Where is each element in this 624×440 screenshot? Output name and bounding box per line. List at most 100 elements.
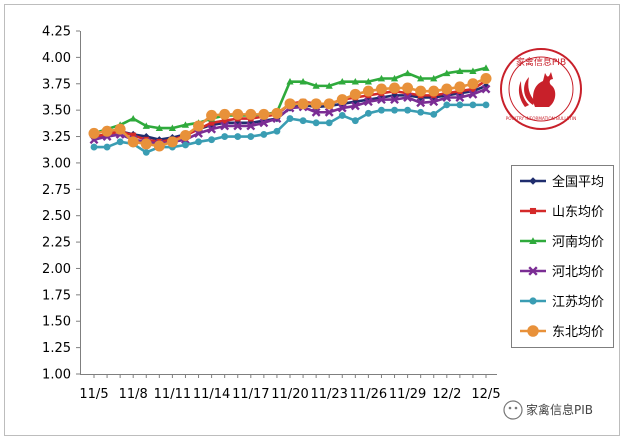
- data-point: [207, 124, 217, 134]
- data-point: [155, 124, 163, 131]
- data-point: [338, 78, 346, 85]
- data-point: [220, 121, 230, 131]
- data-point: [232, 108, 244, 120]
- data-point: [286, 78, 294, 85]
- legend-item: 山东均价: [520, 205, 604, 220]
- legend-box: [511, 165, 614, 348]
- rooster-comb-icon: [543, 72, 553, 81]
- data-point: [529, 297, 537, 305]
- data-point: [323, 98, 335, 110]
- legend-label: 河南均价: [552, 234, 604, 250]
- data-point: [90, 143, 98, 151]
- data-point: [181, 121, 190, 128]
- data-point: [430, 110, 438, 118]
- data-point: [130, 132, 137, 139]
- x-tick-label: 12/2: [432, 387, 461, 402]
- data-point: [206, 109, 218, 121]
- y-axis-ticks: 1.00 1.25 1.50 1.75 2.00 2.25 2.50 2.75 3.00 3.25…: [42, 25, 80, 383]
- data-point: [442, 93, 452, 102]
- data-point: [260, 131, 268, 138]
- data-point: [528, 266, 538, 276]
- data-point: [468, 89, 478, 99]
- data-point: [362, 85, 374, 97]
- data-point: [221, 133, 229, 140]
- data-point: [529, 177, 537, 185]
- data-point: [142, 148, 150, 156]
- legend-item: 江苏均价: [520, 294, 604, 310]
- data-point: [273, 127, 281, 135]
- data-point: [377, 74, 386, 82]
- y-tick-label: 2.25: [42, 236, 71, 251]
- data-point: [480, 72, 492, 84]
- x-tick-label: 11/26: [350, 387, 387, 402]
- data-point: [454, 81, 466, 93]
- data-point: [428, 85, 440, 97]
- data-point: [338, 112, 346, 119]
- watermark: 家禽信息PIB: [503, 400, 593, 420]
- y-tick-label: 1.25: [42, 341, 71, 356]
- data-point: [389, 82, 401, 94]
- data-point: [179, 129, 191, 141]
- data-point: [455, 93, 465, 102]
- legend-label: 山东均价: [552, 205, 604, 220]
- data-point: [364, 78, 372, 85]
- data-point: [391, 106, 398, 114]
- x-tick-label: 11/11: [154, 387, 191, 402]
- data-point: [129, 114, 137, 122]
- chick-icon: [518, 81, 529, 107]
- data-point: [140, 138, 152, 150]
- data-point: [116, 138, 124, 146]
- data-point: [325, 119, 333, 127]
- data-point: [103, 143, 111, 151]
- y-tick-label: 1.75: [42, 288, 71, 303]
- y-tick-label: 3.25: [42, 130, 71, 145]
- data-point: [182, 141, 189, 149]
- data-point: [350, 101, 360, 111]
- y-tick-label: 4.00: [42, 51, 71, 66]
- data-point: [527, 325, 539, 337]
- data-point: [390, 95, 399, 105]
- data-point: [402, 82, 414, 94]
- wechat-icon: [503, 400, 523, 420]
- x-tick-label: 12/5: [471, 387, 500, 402]
- data-point: [375, 83, 387, 95]
- data-point: [142, 122, 150, 129]
- y-tick-label: 2.50: [42, 209, 71, 224]
- data-point: [404, 106, 412, 114]
- x-tick-label: 11/23: [310, 387, 347, 402]
- y-tick-label: 3.50: [42, 104, 71, 119]
- data-point: [529, 207, 537, 215]
- data-point: [363, 97, 373, 107]
- data-point: [234, 133, 242, 140]
- data-point: [324, 107, 334, 117]
- data-point: [337, 103, 347, 113]
- data-point: [271, 107, 283, 119]
- data-point: [416, 98, 426, 108]
- data-point: [456, 101, 464, 109]
- data-point: [481, 84, 491, 94]
- y-tick-label: 4.25: [42, 25, 71, 40]
- data-point: [351, 78, 359, 85]
- data-point: [404, 69, 412, 77]
- data-point: [364, 96, 372, 104]
- data-point: [258, 108, 270, 120]
- data-point: [390, 74, 399, 82]
- rooster-tail-icon: [524, 77, 535, 105]
- logo-subtitle: POULTRY INFORMATION BULLETIN: [506, 116, 577, 121]
- watermark-text: 家禽信息PIB: [526, 402, 593, 417]
- x-tick-label: 11/8: [119, 387, 148, 402]
- data-point: [417, 74, 425, 82]
- data-point: [364, 109, 372, 117]
- pib-logo: 家禽信息PIB POULTRY INFORMATION BULLETIN: [500, 48, 582, 130]
- y-tick-label: 3.75: [42, 77, 71, 92]
- rooster-icon: [533, 76, 556, 107]
- data-point: [245, 108, 257, 120]
- data-point: [194, 128, 203, 138]
- data-point: [127, 136, 139, 148]
- y-tick-label: 2.00: [42, 262, 71, 277]
- data-point: [351, 117, 359, 125]
- y-tick-label: 3.00: [42, 156, 71, 171]
- data-point: [208, 136, 216, 144]
- data-point: [208, 119, 215, 126]
